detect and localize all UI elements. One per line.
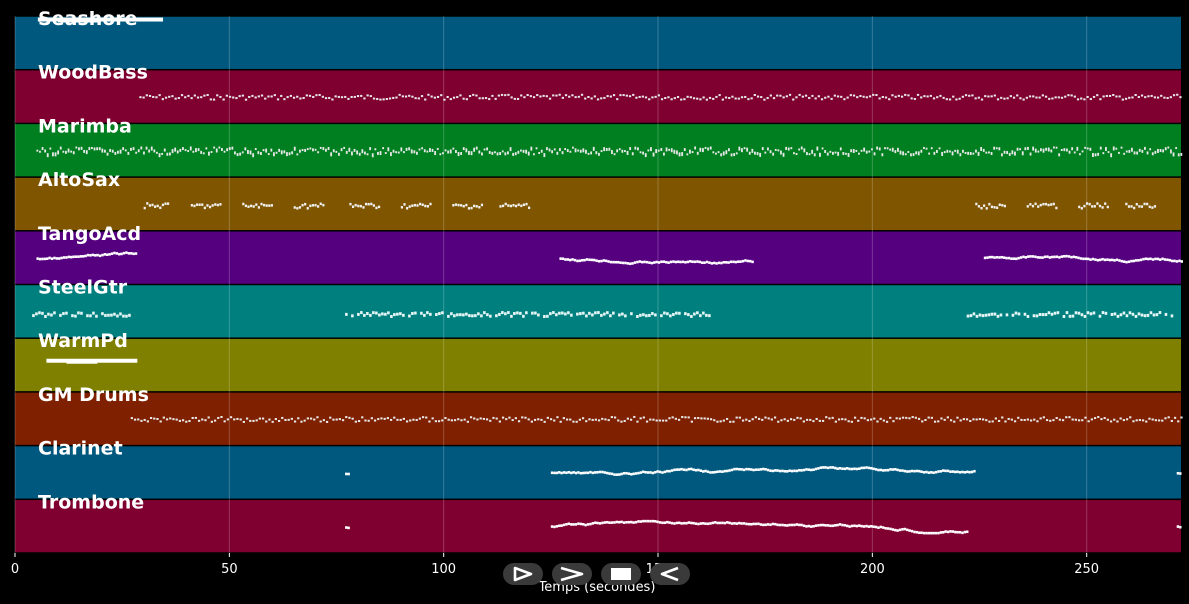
note-segment-gm-drums	[130, 415, 1183, 423]
x-tick-label: 0	[11, 562, 19, 577]
playback-controls	[503, 563, 690, 587]
rewind-icon	[660, 566, 679, 582]
note-segment-steelgtr	[32, 311, 131, 319]
stop-icon	[611, 568, 631, 580]
stop-button[interactable]	[601, 563, 641, 585]
track-label-marimba: Marimba	[38, 115, 132, 137]
track-lane-gm-drums	[15, 392, 1181, 445]
rewind-button[interactable]	[650, 563, 690, 585]
track-label-gm-drums: GM Drums	[38, 384, 149, 406]
note-segment-altosax	[1026, 202, 1058, 210]
note-segment-altosax	[975, 202, 1007, 210]
play-button[interactable]	[503, 563, 543, 585]
note-segment-altosax	[349, 202, 381, 210]
note-segment-clarinet	[345, 472, 350, 476]
track-label-woodbass: WoodBass	[38, 62, 148, 84]
grid-layer	[14, 16, 1088, 553]
note-segment-altosax	[190, 203, 222, 210]
note-segment-altosax	[452, 203, 484, 210]
note-segment-marimba	[36, 146, 1183, 158]
note-segment-altosax	[499, 202, 531, 210]
note-segment-tangoacd	[36, 251, 138, 261]
note-segment-altosax	[400, 202, 432, 210]
track-lane-marimba	[15, 124, 1181, 177]
note-segment-clarinet	[550, 466, 976, 476]
x-tick-label: 200	[860, 562, 885, 577]
labels-layer: Seashore WoodBass Marimba AltoSax TangoAcd St…	[38, 8, 149, 513]
note-segment-steelgtr	[966, 311, 1174, 319]
track-lane-warmpd	[15, 338, 1181, 392]
track-label-trombone: Trombone	[38, 491, 144, 513]
note-segment-altosax	[242, 202, 273, 209]
note-segment-tangoacd	[983, 254, 1184, 264]
track-lane-woodbass	[15, 70, 1181, 123]
note-segment-trombone	[1176, 525, 1182, 529]
notes-layer	[32, 17, 1184, 535]
track-lane-altosax	[15, 177, 1181, 231]
fast-forward-icon	[560, 566, 584, 582]
x-tick-label: 50	[221, 562, 238, 577]
note-segment-woodbass	[139, 93, 1182, 101]
note-segment-altosax	[1125, 202, 1157, 210]
note-segment-steelgtr	[345, 311, 711, 319]
note-segment-warmpd	[46, 358, 138, 364]
fast-forward-button[interactable]	[552, 563, 592, 585]
play-icon	[513, 566, 533, 582]
track-label-warmpd: WarmPd	[38, 330, 128, 352]
track-label-altosax: AltoSax	[38, 169, 120, 191]
note-segment-altosax	[293, 202, 325, 210]
track-lane-trombone	[15, 500, 1181, 553]
x-tick-label: 100	[431, 562, 456, 577]
note-segment-altosax	[143, 202, 170, 210]
note-segment-trombone	[345, 526, 350, 530]
track-label-clarinet: Clarinet	[38, 438, 123, 460]
note-segment-trombone	[550, 519, 969, 535]
track-label-tangoacd: TangoAcd	[38, 223, 141, 245]
note-segment-altosax	[1078, 202, 1109, 210]
note-segment-tangoacd	[559, 257, 754, 266]
track-label-seashore: Seashore	[38, 8, 138, 30]
x-tick-label: 250	[1074, 562, 1099, 577]
note-segment-clarinet	[1176, 471, 1182, 475]
track-lane-seashore	[15, 16, 1181, 69]
note-segment-seashore	[37, 17, 164, 23]
track-label-steelgtr: SteelGtr	[38, 277, 128, 299]
